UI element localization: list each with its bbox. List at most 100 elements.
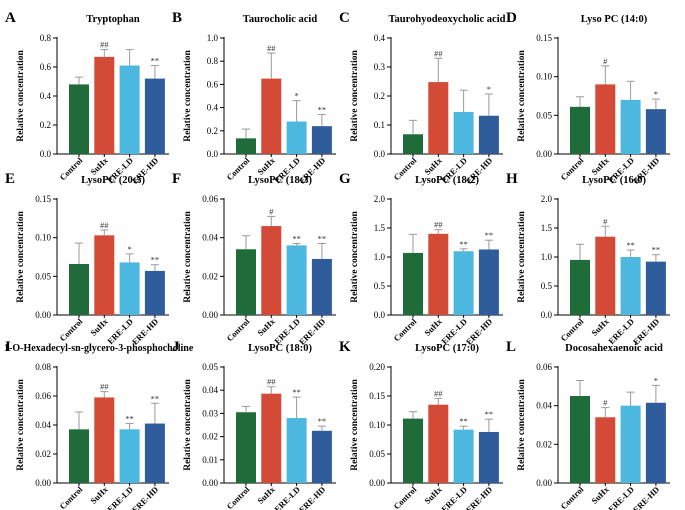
bar-control (570, 396, 590, 483)
significance-label: * (487, 84, 491, 94)
bar-suhx (595, 236, 616, 315)
x-tick-label: Control (57, 484, 84, 510)
bar-ere-ld (119, 262, 140, 315)
y-tick-label: 0.0 (374, 310, 386, 320)
significance-label: # (603, 398, 608, 408)
chart-title: Lyso PC (14:0) (581, 14, 648, 25)
significance-label: * (127, 244, 131, 254)
y-tick-label: 0.0 (374, 149, 386, 159)
bar-ere-hd (144, 423, 165, 483)
y-tick-label: 0.0 (40, 149, 52, 159)
panel-l: L Docosahexaenoic acid Relative concentrat… (506, 339, 670, 510)
y-tick-label: 0.15 (369, 391, 385, 401)
bar-suhx (595, 84, 616, 154)
significance-label: ## (100, 382, 109, 392)
y-tick-label: 0.8 (207, 56, 219, 66)
y-tick-label: 0.4 (207, 103, 219, 113)
y-tick-label: 0.05 (202, 362, 218, 372)
significance-label: ** (652, 245, 661, 255)
y-axis-label: Relative concentration (517, 211, 527, 303)
x-tick-label: SuHx (589, 484, 611, 506)
y-tick-label: 0.6 (207, 79, 219, 89)
significance-label: ## (434, 48, 443, 58)
bar-ere-hd (144, 270, 165, 315)
y-tick-label: 0.05 (536, 110, 552, 120)
bar-ere-hd (478, 115, 499, 154)
chart-title: LysoPC (20:5) (81, 175, 145, 186)
significance-label: ** (459, 239, 468, 249)
y-tick-label: 0.5 (374, 281, 386, 291)
x-tick-label: ERE-HD (297, 484, 327, 510)
x-tick-label: ERE-HD (130, 484, 160, 510)
bar-ere-ld (620, 99, 641, 154)
y-tick-label: 0.00 (202, 310, 218, 320)
y-tick-label: 0.10 (536, 72, 552, 82)
y-tick-label: 0.0 (207, 149, 219, 159)
chart-title: LysoPC (18:2) (415, 175, 479, 186)
bar-control (403, 418, 423, 483)
bar-ere-ld (286, 418, 307, 483)
bar-control (570, 259, 590, 315)
x-tick-label: Control (391, 316, 418, 343)
y-tick-label: 1.0 (374, 252, 386, 262)
y-tick-label: 0.00 (35, 478, 51, 488)
bar-control (69, 263, 89, 315)
y-tick-label: 0.2 (40, 120, 51, 130)
bar-ere-hd (311, 126, 332, 154)
panel-g: G LysoPC (18:2) Relative concentration 0.0 0… (339, 171, 503, 347)
y-axis-label: Relative concentration (350, 379, 360, 471)
bar-ere-hd (311, 430, 332, 483)
bar-ere-ld (286, 121, 307, 154)
panel-letter: J (172, 339, 180, 355)
y-tick-label: 0.02 (202, 432, 218, 442)
bar-ere-ld (119, 429, 140, 483)
significance-label: ** (318, 416, 327, 426)
panel-letter: E (5, 171, 15, 187)
y-tick-label: 0.15 (35, 194, 51, 204)
significance-label: ** (318, 105, 327, 115)
y-tick-label: 0.02 (536, 439, 552, 449)
significance-label: ** (125, 414, 134, 424)
y-axis-label: Relative concentration (183, 379, 193, 471)
bar-ere-hd (478, 249, 499, 315)
panel-letter: D (506, 10, 517, 26)
x-tick-label: Control (391, 484, 418, 510)
y-tick-label: 0.3 (374, 62, 386, 72)
y-tick-label: 0.01 (202, 455, 218, 465)
significance-label: ** (151, 393, 160, 403)
y-tick-label: 0.2 (207, 126, 218, 136)
y-tick-label: 0.10 (35, 233, 51, 243)
y-axis-label: Relative concentration (183, 211, 193, 303)
x-tick-label: Control (224, 316, 251, 343)
bar-ere-ld (453, 251, 474, 315)
bar-ere-hd (144, 78, 165, 154)
significance-label: * (654, 89, 658, 99)
y-tick-label: 0.00 (536, 478, 552, 488)
y-tick-label: 0.1 (374, 120, 385, 130)
bar-ere-hd (311, 258, 332, 315)
chart-title: 1-O-Hexadecyl-sn-glycero-3-phosphocholin… (4, 343, 194, 354)
x-tick-label: SuHx (255, 316, 277, 338)
y-tick-label: 1.5 (374, 223, 386, 233)
x-tick-label: SuHx (88, 155, 110, 177)
y-tick-label: 0.04 (536, 401, 552, 411)
y-tick-label: 0.4 (40, 91, 52, 101)
significance-label: ** (151, 56, 160, 66)
y-tick-label: 0.04 (35, 420, 51, 430)
bar-suhx (428, 82, 449, 154)
bar-control (236, 138, 256, 154)
significance-label: ## (434, 220, 443, 230)
y-tick-label: 0.2 (374, 91, 385, 101)
significance-label: ## (267, 43, 276, 53)
bar-control (69, 429, 89, 483)
y-tick-label: 0.20 (369, 362, 385, 372)
panel-a: A Tryptophan Relative concentration 0.0 0.2 0… (5, 10, 169, 186)
y-tick-label: 0.5 (541, 281, 553, 291)
x-tick-label: SuHx (255, 484, 277, 506)
chart-title: LysoPC (16:0) (582, 175, 646, 186)
bar-suhx (94, 235, 115, 315)
y-tick-label: 0.0 (541, 310, 553, 320)
y-tick-label: 0.04 (202, 385, 218, 395)
chart-title: Tryptophan (86, 14, 140, 25)
